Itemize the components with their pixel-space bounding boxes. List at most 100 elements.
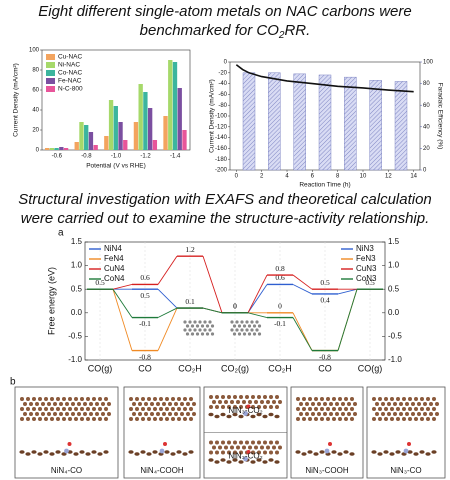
legend-label: Cu-NAC [58,54,83,61]
atom [405,412,409,416]
atom [49,452,55,456]
atom [435,402,439,406]
connector [157,307,178,351]
atom [86,397,90,401]
bar [113,106,118,150]
atom [146,452,152,456]
y-tick-label: -100 [215,114,228,120]
legend-label: Co-NAC [58,70,83,77]
x-tick-label: 8 [336,174,340,180]
metal-atom [159,448,165,454]
atom [326,417,330,421]
atom [198,328,202,332]
atom [26,397,30,401]
atom [317,412,321,416]
atom [311,402,315,406]
atom [185,332,190,336]
value-label: -0.8 [139,352,151,361]
atom [308,417,312,421]
atom [308,397,312,401]
atom [272,445,276,450]
y-tick-label: 0 [224,60,228,66]
atom [329,412,333,416]
atom [208,458,214,462]
y-tick-label: -140 [215,135,228,141]
atom [35,412,39,416]
heading: Structural investigation with EXAFS and … [18,191,432,208]
atom [55,450,61,454]
value-label: 0 [233,302,237,311]
atom [338,397,342,401]
structure-label: NiN₄-CO [51,466,82,475]
atom [411,412,415,416]
atom [80,417,84,421]
metal-atom [243,411,248,416]
heading-part: benchmarked for CO [140,22,280,39]
connector [112,288,133,318]
atom [208,328,212,332]
atom [275,405,279,409]
atom [274,414,280,419]
atom [19,450,25,454]
atom [399,412,403,416]
atom [189,417,193,421]
x-tick-label: 4 [285,174,289,180]
atom [233,405,237,409]
atom [68,407,72,411]
atom [56,397,60,401]
atom [150,412,154,416]
atom [227,405,231,409]
atom [59,412,63,416]
atom [31,450,37,454]
atom [384,397,388,401]
metal-atom [403,448,409,454]
bar [344,76,357,171]
y-tick-label: 0 [36,148,40,154]
atom [43,450,49,454]
atom [227,450,231,455]
atom [198,320,202,324]
atom [275,440,279,445]
atom [138,412,142,416]
atom [299,412,303,416]
atom [323,412,327,416]
atom [168,412,172,416]
atom [233,450,237,455]
atom [384,407,388,411]
atom [301,452,307,456]
atom [189,407,193,411]
atom [89,412,93,416]
atom [353,402,357,406]
atom [239,405,243,409]
atom [220,412,226,417]
atom [134,452,140,456]
atom [268,458,274,462]
atom [372,417,376,421]
atom [426,397,430,401]
atom [192,402,196,406]
structure-label: NiN₃-CO₂ [228,452,262,461]
atom [165,397,169,401]
atom [186,402,190,406]
atom [129,407,133,411]
atom [250,320,254,324]
atom [221,405,225,409]
atom [329,402,333,406]
atom [405,402,409,406]
atom [269,450,273,455]
atom [65,412,69,416]
atom [240,320,244,324]
y-tick-label: 0.0 [71,308,83,317]
bar [177,88,182,150]
atom [305,402,309,406]
connector [112,284,133,290]
value-label: 0.1 [185,297,195,306]
atom [230,320,234,324]
atom [68,397,72,401]
atom [393,402,397,406]
atom [38,407,42,411]
atom [44,397,48,401]
bar [44,148,50,150]
atom [381,402,385,406]
bar [242,72,256,171]
